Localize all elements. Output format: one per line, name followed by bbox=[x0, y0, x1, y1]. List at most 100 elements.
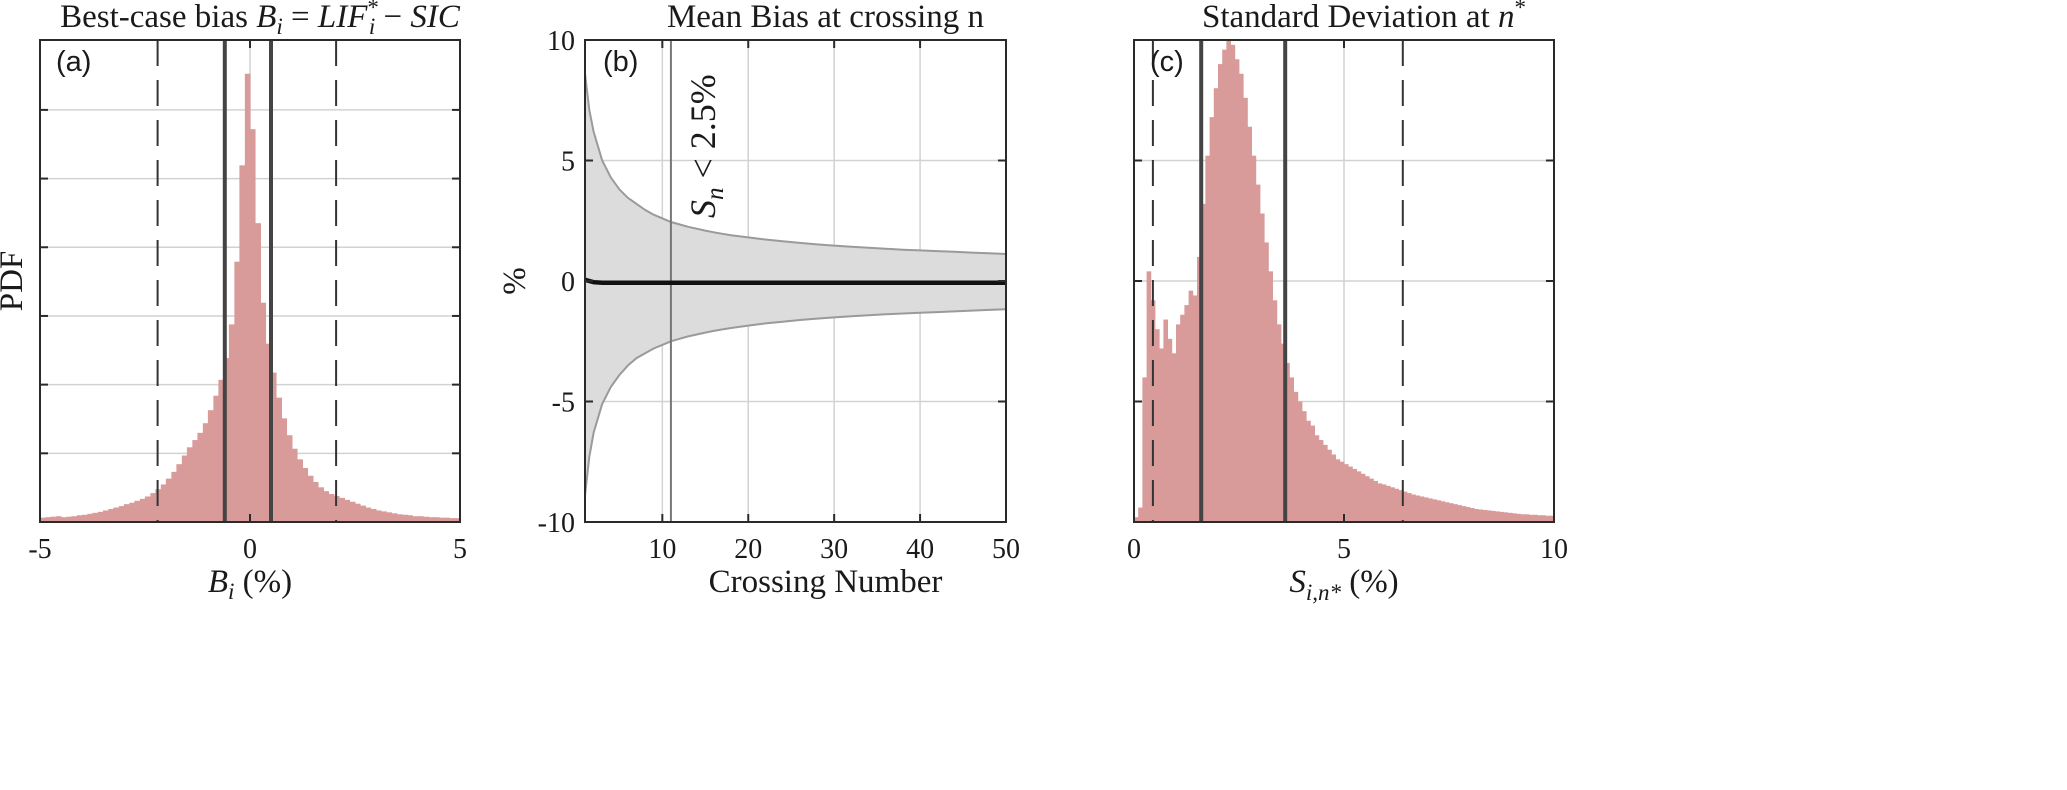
panel-a-bar bbox=[449, 518, 456, 522]
panel-c-bar bbox=[1373, 481, 1378, 522]
panel-c-xtick-label: 5 bbox=[1337, 534, 1351, 565]
panel-b-ytick-label: -10 bbox=[538, 508, 575, 539]
panel-a-bar bbox=[428, 517, 435, 522]
panel-a-bar bbox=[171, 471, 178, 522]
panel-a-bar bbox=[102, 510, 109, 522]
panel-c-bar bbox=[1297, 401, 1303, 522]
panel-a-xtick-label: 0 bbox=[243, 534, 257, 565]
panel-a-bar bbox=[144, 496, 151, 522]
panel-c-bar bbox=[1432, 499, 1437, 522]
panel-a-bar bbox=[113, 507, 120, 522]
panel-c-bar bbox=[1171, 353, 1177, 522]
panel-c-bar bbox=[1520, 514, 1525, 522]
panel-a-ylabel: PDF bbox=[0, 251, 30, 312]
panel-c-bar bbox=[1239, 73, 1244, 523]
panel-b-xtick-label: 30 bbox=[820, 534, 848, 565]
panel-a-bar bbox=[207, 410, 214, 522]
panel-c-bar bbox=[1184, 305, 1189, 522]
panel-c-bar bbox=[1222, 49, 1227, 522]
panel-c-bar bbox=[1390, 487, 1395, 522]
panel-c-bar bbox=[1541, 515, 1546, 522]
panel-b-ylabel: % bbox=[497, 267, 533, 295]
panel-c-bar bbox=[1260, 213, 1265, 522]
panel-c-bar bbox=[1512, 513, 1517, 522]
panel-c-bar bbox=[1474, 508, 1479, 522]
panel-a-bar bbox=[239, 165, 246, 522]
panel-a-title-minus: − bbox=[375, 0, 410, 35]
panel-c-bar bbox=[1369, 478, 1374, 522]
panel-c-bar bbox=[1470, 508, 1475, 522]
panel-c-bar bbox=[1272, 300, 1278, 522]
panel-c-bar bbox=[1226, 40, 1231, 522]
panel-c-title-var: n bbox=[1498, 0, 1515, 35]
panel-a-xlabel-sub: i bbox=[228, 579, 234, 604]
panel-c-bar bbox=[1344, 464, 1349, 522]
panel-a-bar bbox=[129, 502, 136, 522]
panel-c-bar bbox=[1495, 511, 1500, 522]
panel-c-bar bbox=[1230, 44, 1236, 522]
panel-c-bar bbox=[1243, 97, 1248, 522]
panel-b-ytick-label: 0 bbox=[561, 267, 575, 298]
panel-a-bar bbox=[375, 510, 382, 522]
panel-a-bias-histogram: -5 0 5 Best-case bias Bi = LIF* i − SIC Bi … bbox=[0, 0, 467, 604]
panel-a-bar bbox=[417, 516, 424, 522]
panel-a-title-lif-sup: * bbox=[367, 0, 379, 20]
panel-a-bar bbox=[123, 504, 130, 522]
panel-a-bar bbox=[407, 515, 414, 522]
panel-c-bar bbox=[1285, 362, 1290, 522]
panel-a-xtick-label: 5 bbox=[453, 534, 467, 565]
panel-b-annotation-sub: n bbox=[702, 188, 729, 201]
panel-a-bar bbox=[55, 516, 62, 522]
panel-a-reference-lines bbox=[156, 40, 338, 522]
panel-c-bar bbox=[1453, 504, 1458, 522]
panel-a-bar bbox=[165, 478, 172, 522]
panel-c-bar bbox=[1516, 513, 1521, 522]
panel-a-bar bbox=[60, 517, 67, 522]
panel-a-title-sic: SIC bbox=[410, 0, 460, 35]
panel-a-bar bbox=[228, 324, 235, 522]
panel-c-bar bbox=[1146, 271, 1152, 522]
panel-a-bar bbox=[76, 515, 83, 522]
panel-b-label: (b) bbox=[603, 46, 638, 78]
panel-c-bar bbox=[1218, 64, 1223, 522]
panel-c-bar bbox=[1419, 496, 1425, 522]
panel-c-bar bbox=[1549, 515, 1555, 522]
panel-a-axes-frame bbox=[39, 39, 461, 523]
panel-a-title-lif-sub: i bbox=[369, 14, 375, 39]
panel-c-bar bbox=[1478, 509, 1483, 522]
panel-a-xtick-label: -5 bbox=[28, 534, 51, 565]
panel-a-title-eq: = bbox=[283, 0, 318, 35]
panel-c-bar bbox=[1545, 515, 1551, 522]
panel-c-bar bbox=[1314, 435, 1320, 522]
panel-b-ytick-label: -5 bbox=[552, 388, 575, 419]
panel-c-bar bbox=[1381, 484, 1387, 522]
panel-a-bar bbox=[97, 511, 104, 522]
panel-c-bar bbox=[1411, 494, 1416, 522]
panel-c-bar bbox=[1365, 476, 1370, 522]
panel-c-bar bbox=[1428, 498, 1433, 522]
panel-c-bar bbox=[1449, 503, 1454, 522]
panel-b-xtick-label: 40 bbox=[906, 534, 934, 565]
panel-c-bar bbox=[1167, 338, 1173, 522]
panel-c-xlabel-unit: (%) bbox=[1341, 564, 1399, 600]
panel-c-bar bbox=[1192, 295, 1198, 522]
panel-c-bar bbox=[1507, 512, 1513, 522]
panel-c-bar bbox=[1407, 493, 1412, 522]
panel-a-title: Best-case bias Bi = LIF* i − SIC bbox=[60, 0, 461, 39]
panel-a-bar bbox=[286, 435, 293, 522]
panel-c-bar bbox=[1465, 507, 1471, 522]
panel-c-xtick-label: 10 bbox=[1540, 534, 1568, 565]
panel-c-bar bbox=[1444, 502, 1450, 522]
panel-a-label: (a) bbox=[56, 46, 91, 78]
panel-c-bar bbox=[1134, 517, 1139, 522]
panel-a-bar bbox=[249, 129, 256, 523]
panel-a-bar bbox=[423, 516, 430, 522]
panel-b-ytick-label: 5 bbox=[561, 147, 575, 178]
panel-a-bar bbox=[71, 516, 78, 522]
panel-c-xtick-label: 0 bbox=[1127, 534, 1141, 565]
panel-c-xlabel: Si,n* (%) bbox=[1289, 564, 1398, 605]
panel-a-bar bbox=[87, 513, 94, 522]
panel-c-bar bbox=[1209, 117, 1215, 523]
panel-a-bar bbox=[281, 418, 288, 522]
panel-c-title-sup: * bbox=[1515, 0, 1527, 20]
